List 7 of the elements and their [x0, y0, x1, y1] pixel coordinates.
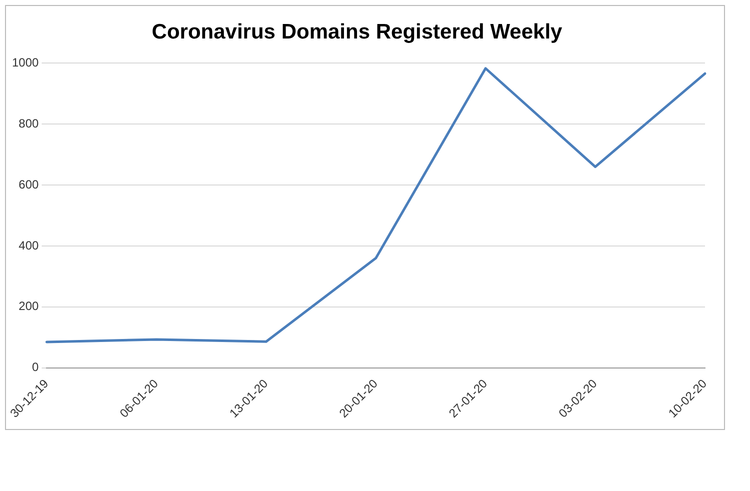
y-tick-label: 600 [18, 177, 40, 192]
y-tick-label: 400 [18, 238, 40, 252]
y-tick-label: 0 [32, 360, 40, 374]
y-tick-label: 800 [18, 116, 40, 130]
y-tick-label: 200 [18, 299, 40, 314]
chart-title: Coronavirus Domains Registered Weekly [152, 20, 563, 44]
y-tick-label: 1000 [12, 56, 40, 70]
